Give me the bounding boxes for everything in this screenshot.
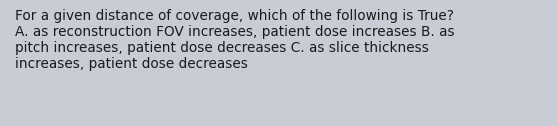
Text: For a given distance of coverage, which of the following is True?
A. as reconstr: For a given distance of coverage, which … (15, 9, 455, 71)
